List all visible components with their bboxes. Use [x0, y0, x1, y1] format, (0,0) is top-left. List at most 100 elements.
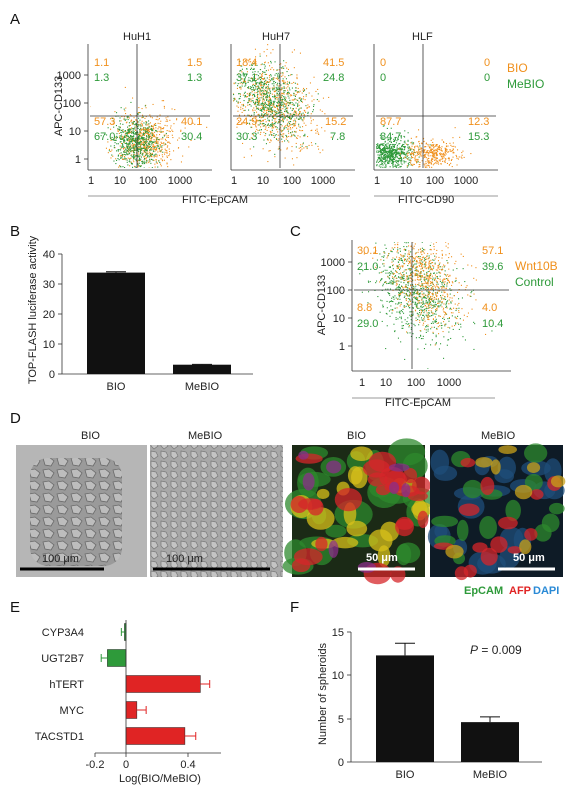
scatter-event	[266, 109, 268, 111]
scatter-event	[396, 150, 398, 152]
scatter-event	[136, 122, 138, 124]
scatter-event	[263, 106, 265, 108]
scatter-event	[136, 139, 138, 141]
scatter-event	[407, 158, 409, 160]
scatter-event	[392, 153, 394, 155]
scatter-event	[448, 339, 450, 341]
scatter-event	[402, 272, 404, 274]
scatter-event	[430, 249, 432, 251]
scatter-event	[280, 110, 282, 112]
scatter-event	[393, 149, 395, 151]
scatter-event	[398, 158, 400, 160]
scatter-event	[436, 149, 438, 151]
scatter-event	[408, 291, 410, 293]
scatter-event	[406, 275, 408, 277]
scatter-event	[178, 147, 180, 149]
scatter-event	[424, 259, 426, 261]
scatter-event	[266, 92, 268, 94]
scatter-event	[139, 165, 141, 167]
scatter-event	[390, 300, 392, 302]
scatter-event	[275, 82, 277, 84]
scatter-event	[276, 93, 278, 95]
scatter-event	[410, 328, 412, 330]
scatter-event	[248, 77, 250, 79]
scatter-event	[443, 155, 445, 157]
scatter-event	[456, 268, 458, 270]
scatter-event	[315, 90, 317, 92]
scatter-event	[290, 118, 292, 120]
scatter-event	[139, 138, 141, 140]
scatter-event	[266, 95, 268, 97]
scatter-event	[412, 333, 414, 335]
scatter-event	[132, 131, 134, 133]
scatter-event	[307, 112, 309, 114]
scatter-event	[432, 265, 434, 267]
scatter-event	[150, 154, 152, 156]
scatter-event	[418, 272, 420, 274]
scatter-event	[453, 152, 455, 154]
scatter-event	[408, 304, 410, 306]
scatter-event	[142, 170, 143, 171]
scatter-event	[284, 96, 286, 98]
scatter-event	[281, 105, 283, 107]
scatter-event	[248, 114, 250, 116]
scatter-event	[422, 297, 424, 299]
scatter-event	[383, 148, 385, 150]
scatter-event	[385, 166, 387, 168]
scatter-event	[402, 325, 404, 327]
scatter-event	[305, 105, 307, 107]
scatter-event	[388, 176, 389, 177]
scatter-event	[153, 128, 155, 130]
scatter-event	[437, 265, 439, 267]
scatter-event	[408, 323, 410, 325]
scatter-event	[383, 158, 385, 160]
scatter-event	[244, 96, 246, 98]
scatter-event	[281, 93, 283, 95]
scatter-event	[243, 82, 245, 84]
a3-q-lr-mebio: 15.3	[468, 131, 489, 143]
scatter-event	[272, 104, 274, 106]
scatter-event	[420, 268, 422, 270]
scatter-event	[242, 74, 244, 76]
scatter-event	[403, 246, 405, 248]
scatter-event	[257, 95, 259, 97]
scatter-event	[435, 276, 437, 278]
scatter-event	[407, 258, 409, 260]
scatter-event	[295, 137, 297, 139]
scatter-event	[279, 133, 281, 135]
scatter-event	[413, 323, 415, 325]
scatter-event	[396, 165, 398, 167]
scatter-event	[238, 93, 240, 95]
scatter-event	[135, 143, 137, 145]
scatter-event	[378, 147, 380, 149]
scatter-event	[168, 148, 170, 150]
scatter-event	[236, 87, 238, 89]
scatter-event	[168, 141, 170, 143]
scatter-event	[406, 269, 408, 271]
scatter-event	[445, 148, 447, 150]
scatter-event	[298, 101, 300, 103]
scatter-event	[441, 301, 443, 303]
scatter-event	[271, 119, 273, 121]
scatter-event	[158, 160, 160, 162]
scatter-event	[130, 138, 132, 140]
scatter-event	[132, 133, 134, 135]
scatter-event	[398, 151, 400, 153]
scatter-event	[403, 249, 405, 251]
scatter-event	[266, 55, 268, 57]
scatter-event	[434, 152, 436, 154]
scatter-event	[252, 109, 254, 111]
scatter-event	[262, 106, 264, 108]
scatter-event	[140, 129, 142, 131]
scatter-event	[384, 153, 386, 155]
scatter-event	[289, 114, 291, 116]
scatter-event	[475, 299, 477, 301]
scatter-event	[276, 88, 278, 90]
scatter-event	[272, 134, 274, 136]
scatter-event	[404, 258, 406, 260]
scatter-event	[302, 98, 304, 100]
scatter-event	[409, 261, 411, 263]
scatter-event	[284, 126, 286, 128]
scatter-event	[406, 303, 408, 305]
scatter-event	[296, 113, 298, 115]
